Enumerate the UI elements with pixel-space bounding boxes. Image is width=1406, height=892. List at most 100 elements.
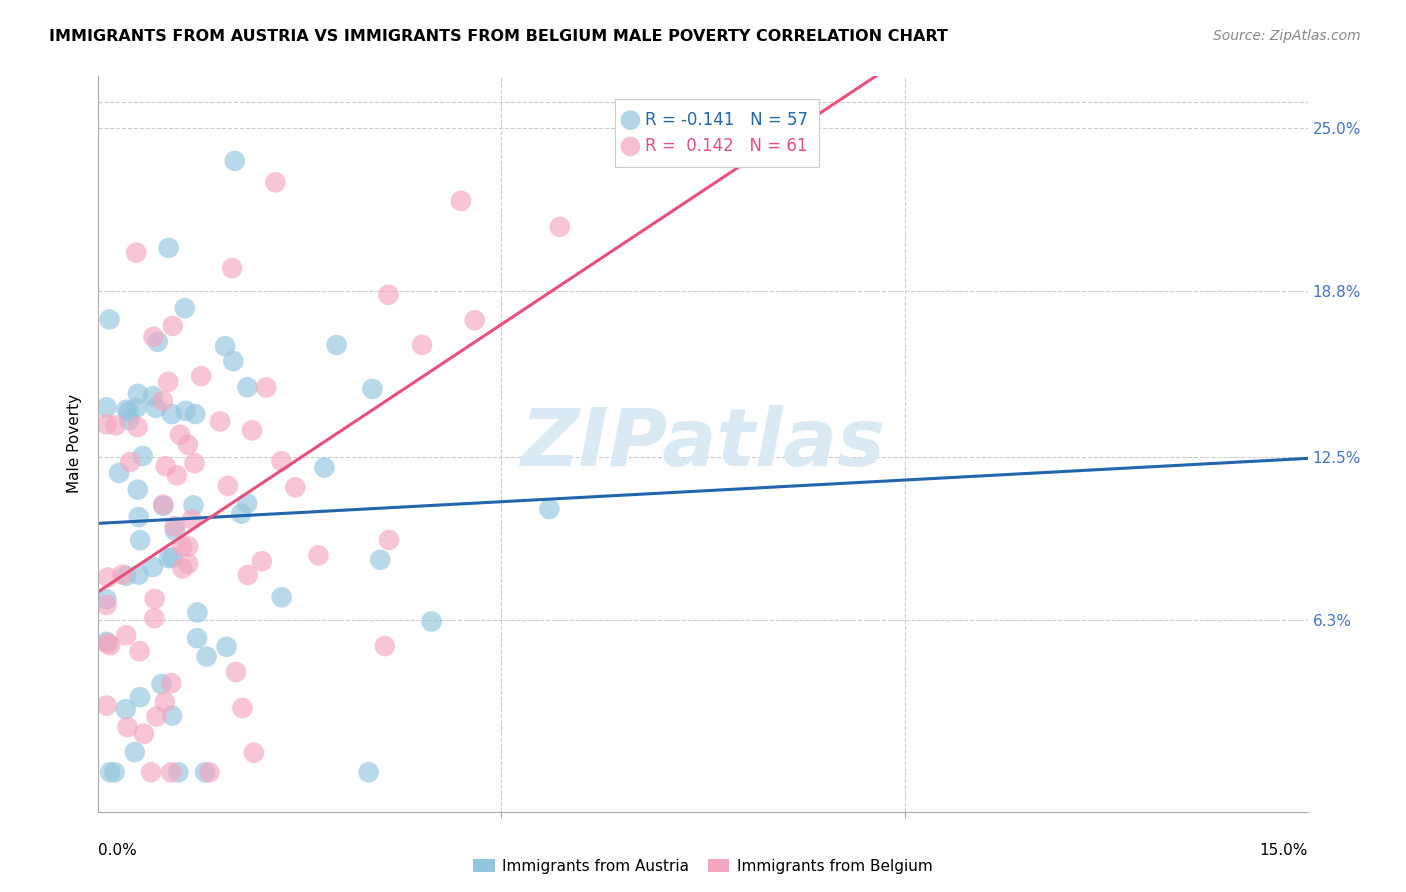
Point — [231, 507, 253, 521]
Point — [143, 611, 166, 625]
Point — [183, 499, 205, 513]
Point — [96, 598, 118, 612]
Point — [173, 301, 195, 316]
Point — [225, 665, 247, 679]
Point — [377, 287, 399, 301]
Text: Source: ZipAtlas.com: Source: ZipAtlas.com — [1213, 29, 1361, 43]
Point — [96, 636, 118, 650]
Point — [270, 591, 292, 605]
Point — [166, 468, 188, 483]
Point — [157, 375, 180, 389]
Point — [538, 502, 561, 516]
Point — [115, 628, 138, 642]
Point — [450, 194, 472, 208]
Text: 15.0%: 15.0% — [1260, 843, 1308, 858]
Point — [118, 405, 141, 419]
Point — [115, 568, 138, 582]
Point — [160, 765, 183, 780]
Point — [325, 338, 347, 352]
Point — [115, 402, 138, 417]
Point — [128, 644, 150, 658]
Point — [131, 449, 153, 463]
Point — [174, 404, 197, 418]
Point — [162, 318, 184, 333]
Point — [221, 261, 243, 276]
Point — [142, 560, 165, 574]
Point — [98, 312, 121, 326]
Y-axis label: Male Poverty: Male Poverty — [67, 394, 83, 493]
Point — [181, 512, 204, 526]
Point — [157, 551, 180, 566]
Point — [236, 380, 259, 394]
Text: 0.0%: 0.0% — [98, 843, 138, 858]
Point — [194, 765, 217, 780]
Point — [98, 765, 121, 780]
Point — [129, 533, 152, 548]
Point — [157, 241, 180, 255]
Point — [167, 765, 190, 780]
Point — [127, 420, 149, 434]
Point — [169, 427, 191, 442]
Point — [217, 479, 239, 493]
Point — [146, 334, 169, 349]
Point — [128, 510, 150, 524]
Point — [98, 638, 121, 652]
Point — [236, 568, 259, 582]
Point — [195, 649, 218, 664]
Point — [464, 313, 486, 327]
Point — [97, 570, 120, 584]
Point — [374, 639, 396, 653]
Point — [186, 606, 208, 620]
Point — [124, 745, 146, 759]
Point — [118, 413, 141, 427]
Point — [143, 591, 166, 606]
Point — [152, 498, 174, 512]
Legend: Immigrants from Austria, Immigrants from Belgium: Immigrants from Austria, Immigrants from… — [467, 853, 939, 880]
Point — [125, 401, 148, 415]
Point — [96, 698, 118, 713]
Text: ZIPatlas: ZIPatlas — [520, 405, 886, 483]
Point — [270, 454, 292, 468]
Point — [284, 480, 307, 494]
Point — [163, 524, 186, 538]
Point — [177, 540, 200, 554]
Point — [153, 695, 176, 709]
Point — [411, 338, 433, 352]
Point — [129, 690, 152, 705]
Point — [128, 567, 150, 582]
Point — [117, 720, 139, 734]
Text: IMMIGRANTS FROM AUSTRIA VS IMMIGRANTS FROM BELGIUM MALE POVERTY CORRELATION CHAR: IMMIGRANTS FROM AUSTRIA VS IMMIGRANTS FR… — [49, 29, 948, 44]
Point — [243, 746, 266, 760]
Point — [548, 219, 571, 234]
Point — [150, 677, 173, 691]
Point — [236, 496, 259, 510]
Point — [368, 553, 391, 567]
Point — [177, 438, 200, 452]
Point — [111, 567, 134, 582]
Point — [172, 540, 194, 554]
Point — [264, 175, 287, 189]
Point — [145, 709, 167, 723]
Point — [160, 676, 183, 690]
Point — [104, 765, 127, 780]
Point — [104, 418, 127, 433]
Legend: R = -0.141   N = 57, R =  0.142   N = 61: R = -0.141 N = 57, R = 0.142 N = 61 — [614, 99, 820, 167]
Point — [96, 592, 118, 607]
Point — [163, 519, 186, 533]
Point — [420, 615, 443, 629]
Point — [183, 456, 205, 470]
Point — [162, 550, 184, 565]
Point — [108, 466, 131, 480]
Point — [215, 640, 238, 654]
Point — [240, 424, 263, 438]
Point — [142, 389, 165, 403]
Point — [96, 417, 118, 432]
Point — [152, 499, 174, 513]
Point — [214, 339, 236, 353]
Point — [127, 483, 149, 497]
Point — [177, 557, 200, 571]
Point — [250, 554, 273, 568]
Point — [160, 708, 183, 723]
Point — [160, 407, 183, 421]
Point — [155, 459, 177, 474]
